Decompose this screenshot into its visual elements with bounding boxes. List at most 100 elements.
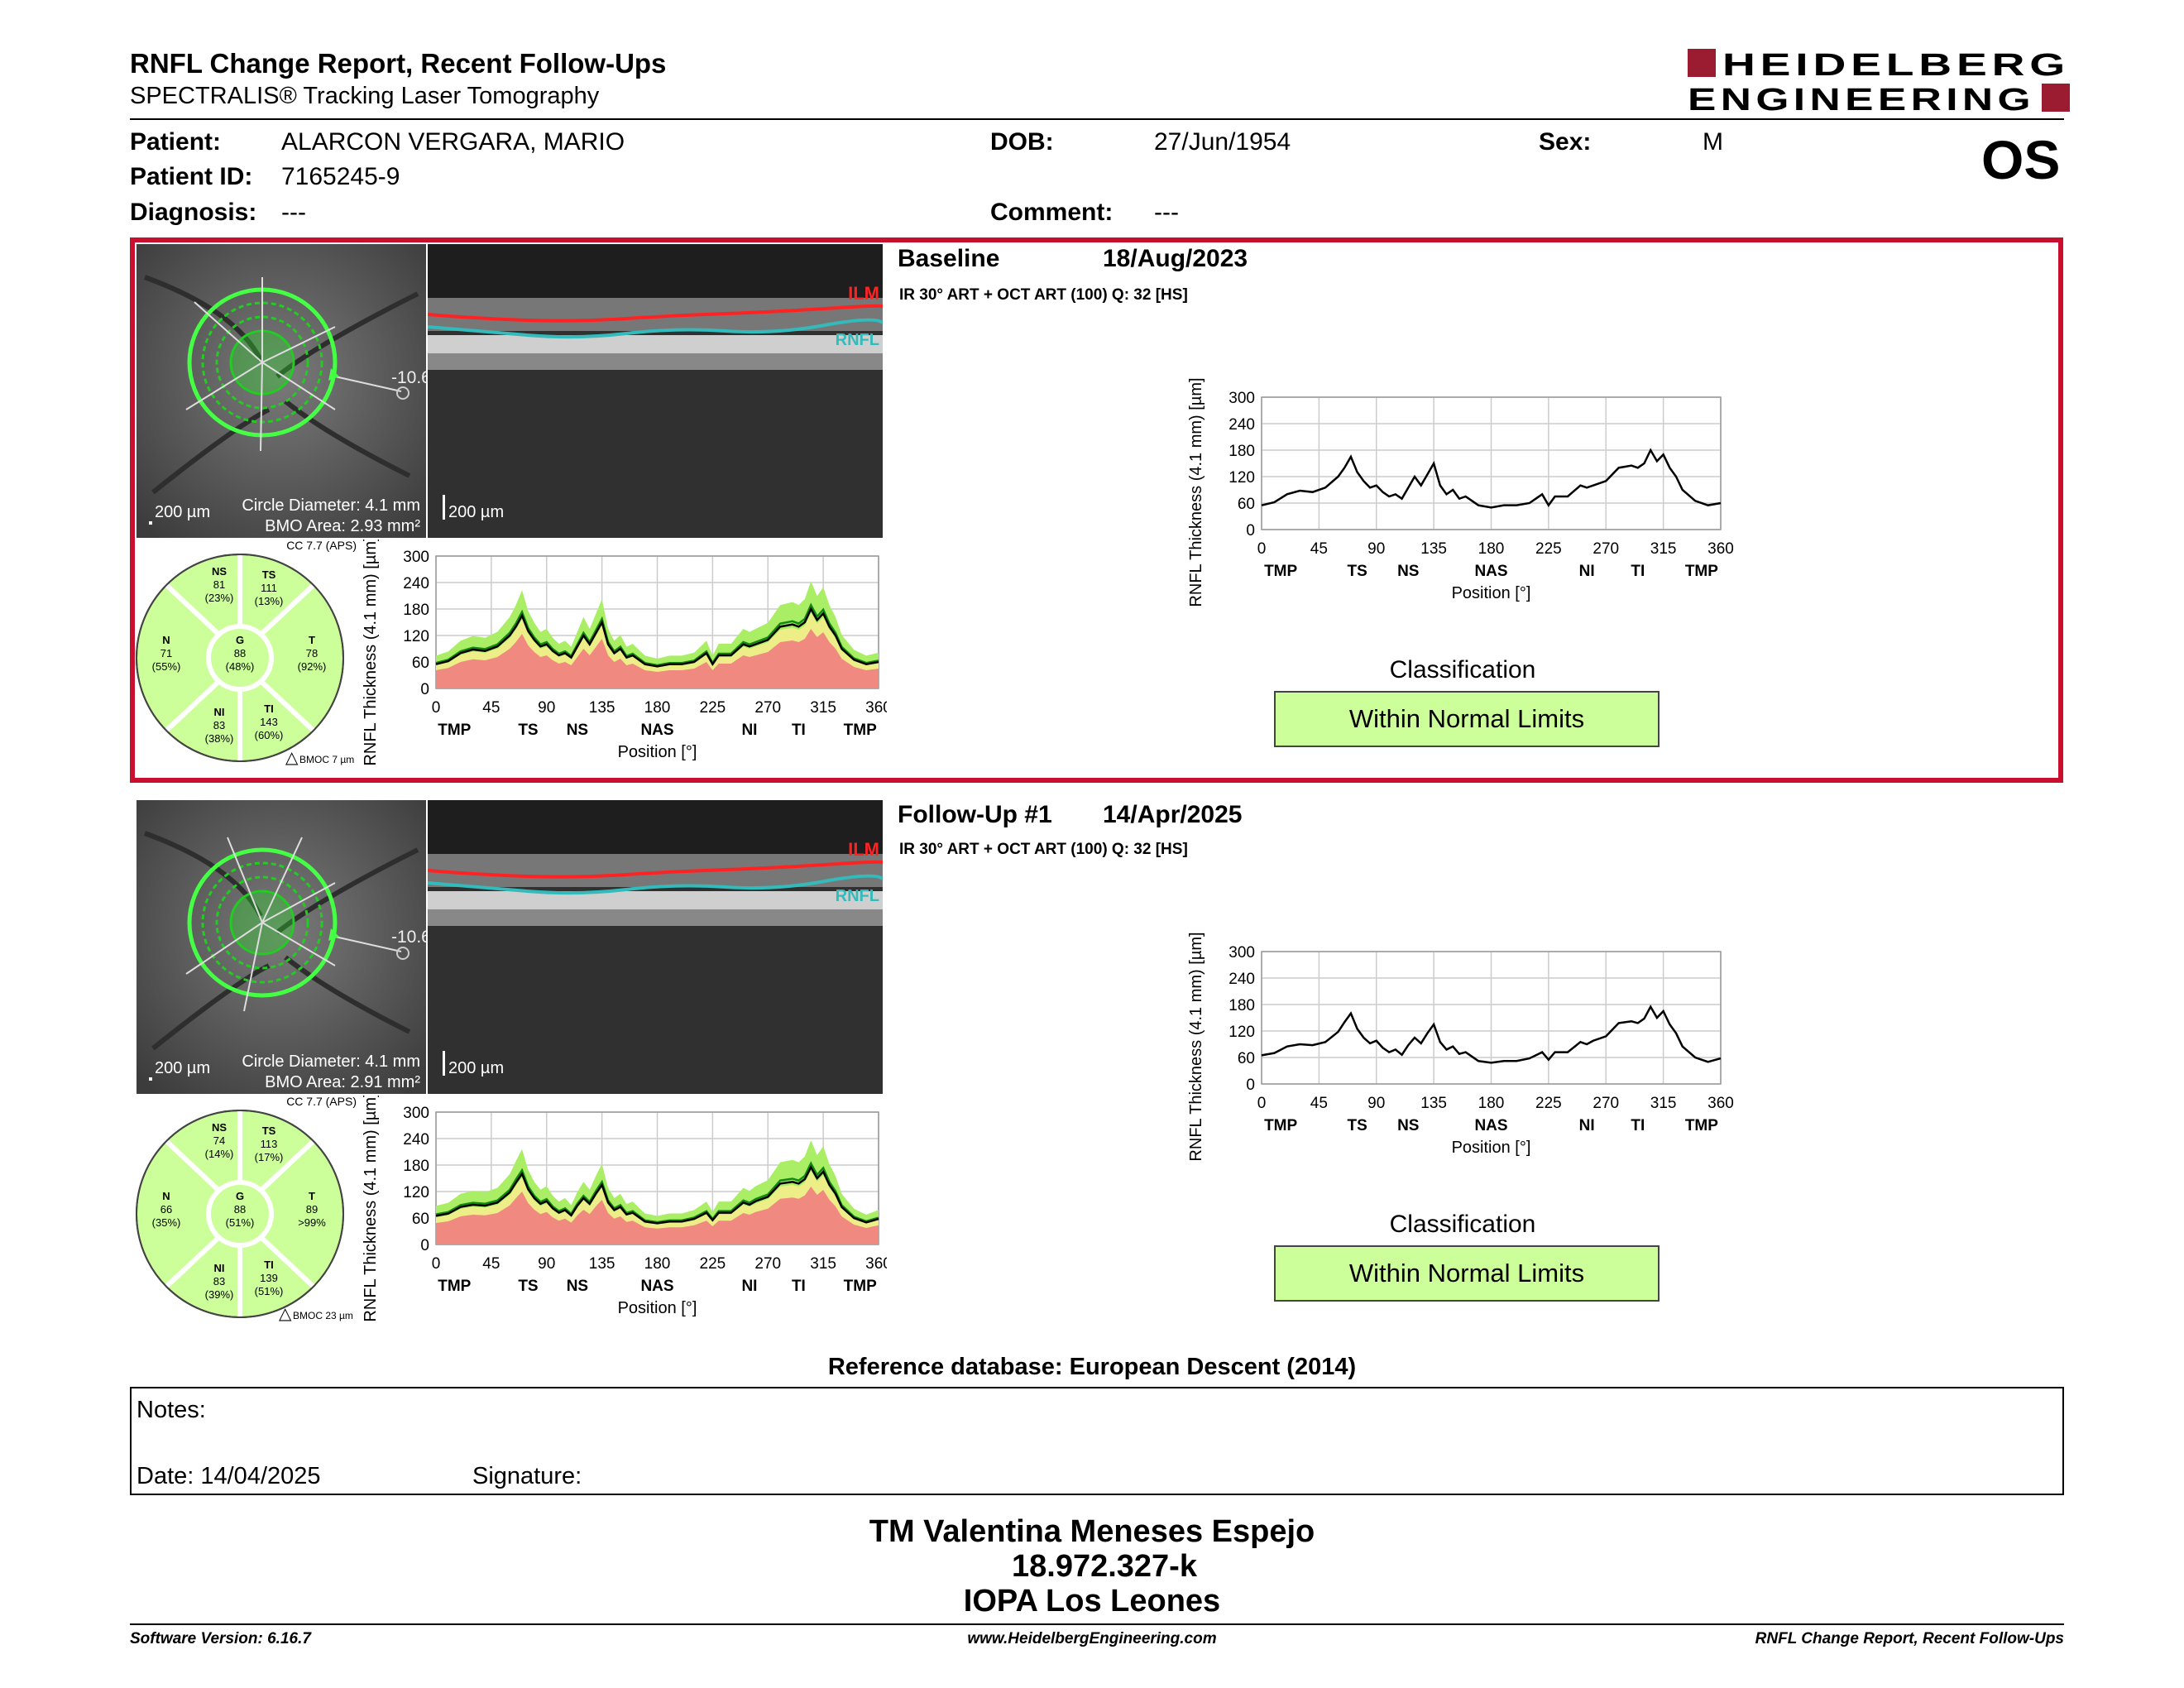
main-chart-followup-ytick: 180 <box>1228 997 1255 1014</box>
baseline-offset: -10.6 <box>391 368 426 387</box>
main-chart-followup-xtick: 360 <box>1707 1095 1734 1112</box>
baseline-circle-diameter: Circle Diameter: 4.1 mm <box>242 496 420 515</box>
small-chart-followup-ytick: 120 <box>403 1184 429 1201</box>
baseline-frame <box>130 237 2063 783</box>
small-chart-baseline-ytick: 300 <box>403 549 429 566</box>
baseline-params: IR 30° ART + OCT ART (100) Q: 32 [HS] <box>899 286 1188 304</box>
small-chart-followup-band-lower <box>436 1187 879 1244</box>
main-chart-baseline-xtick: 270 <box>1592 540 1619 558</box>
main-chart-baseline-plot-frame <box>1261 396 1722 530</box>
baseline-bscan-scale: 200 µm <box>448 503 504 521</box>
reference-database: Reference database: European Descent (20… <box>827 1354 1357 1380</box>
followup-ns-label: NS <box>212 1121 227 1134</box>
small-chart-followup-ytick: 300 <box>403 1105 429 1122</box>
main-chart-baseline-sector-label: TI <box>1631 563 1645 580</box>
small-chart-followup-xtick: 315 <box>810 1255 836 1273</box>
date-field: Date: 14/04/2025 <box>136 1463 321 1489</box>
main-chart-baseline-ytick: 120 <box>1228 469 1255 487</box>
baseline-rnfl-label: RNFL <box>836 331 879 349</box>
main-chart-followup-ytick: 300 <box>1228 944 1255 961</box>
notes-label: Notes: <box>136 1397 206 1423</box>
followup-ns-pct: (14%) <box>205 1148 234 1160</box>
followup-bmo-area: BMO Area: 2.91 mm² <box>265 1073 420 1091</box>
main-chart-baseline-ytick: 60 <box>1238 496 1255 513</box>
small-chart-baseline-xtick: 270 <box>754 699 781 717</box>
small-chart-baseline-ytick: 180 <box>403 602 429 619</box>
followup-g-label: G <box>236 1190 244 1202</box>
followup-g-pct: (51%) <box>226 1216 255 1229</box>
heidelberg-logo: HEIDELBERG ENGINEERING <box>1688 46 2072 117</box>
baseline-ns-pct: (23%) <box>205 592 234 604</box>
baseline-ts-label: TS <box>262 568 276 581</box>
main-chart-baseline-xtick: 180 <box>1478 540 1505 558</box>
sex-value: M <box>1703 128 1723 156</box>
small-chart-followup-ytick: 240 <box>403 1131 429 1149</box>
small-chart-followup-sector-label: TI <box>792 1278 806 1295</box>
baseline-cc: CC 7.7 (APS) <box>286 539 357 552</box>
main-chart-followup-xtick: 225 <box>1535 1095 1562 1112</box>
baseline-n-pct: (55%) <box>152 660 181 673</box>
small-chart-baseline-ytick: 0 <box>420 681 429 698</box>
followup-t-label: T <box>309 1190 315 1202</box>
baseline-t-pct: (92%) <box>298 660 327 673</box>
small-chart-followup-xtick: 0 <box>432 1255 441 1273</box>
main-chart-baseline-xtick: 0 <box>1257 540 1267 558</box>
baseline-bmoc: BMOC 7 µm <box>299 754 354 765</box>
baseline-n-label: N <box>162 634 170 646</box>
small-chart-followup-sector-label: TMP <box>438 1278 471 1295</box>
main-chart-baseline-xtick: 90 <box>1367 540 1385 558</box>
footer-report-name: RNFL Change Report, Recent Follow-Ups <box>1755 1630 2064 1647</box>
small-chart-baseline-xtick: 225 <box>700 699 726 717</box>
small-chart-followup-xtick: 360 <box>865 1255 887 1273</box>
main-chart-followup-sector-label: TS <box>1347 1117 1367 1134</box>
small-chart-baseline-xtick: 0 <box>432 699 441 717</box>
followup-ilm-label: ILM <box>848 839 879 860</box>
main-chart-followup-thickness-line <box>1261 1005 1722 1064</box>
main-chart-followup-sector-label: NS <box>1397 1117 1419 1134</box>
small-chart-followup-sector-label: NI <box>741 1278 757 1295</box>
main-chart-baseline-sector-label: NI <box>1579 563 1595 580</box>
followup-main-chart: 0 60 120 180 240 300 0 45 90 135 180 225 270 315 360 TM… <box>1175 931 1737 1179</box>
patient-name: ALARCON VERGARA, MARIO <box>281 128 625 156</box>
followup-n-label: N <box>162 1190 170 1202</box>
baseline-classification-badge: Within Normal Limits <box>1274 691 1660 747</box>
followup-t-value: 89 <box>306 1203 318 1216</box>
main-chart-baseline-sector-label: NS <box>1397 563 1419 580</box>
baseline-n-value: 71 <box>160 647 172 659</box>
followup-t-pct: >99% <box>298 1216 326 1229</box>
small-chart-baseline-xtick: 45 <box>482 699 500 717</box>
baseline-t-label: T <box>309 634 315 646</box>
logo-line1: HEIDELBERG <box>1722 48 2070 83</box>
small-chart-baseline-ylabel: RNFL Thickness (4.1 mm) [µm] <box>362 539 380 766</box>
baseline-sector-diagram: CC 7.7 (APS) NS 81 (23%) TS 111 (13%) N … <box>130 539 370 773</box>
small-chart-followup-ytick: 0 <box>420 1237 429 1254</box>
comment-value: --- <box>1154 199 1179 226</box>
main-chart-followup-ytick: 120 <box>1228 1024 1255 1041</box>
small-chart-baseline-xtick: 90 <box>538 699 555 717</box>
followup-circle-diameter: Circle Diameter: 4.1 mm <box>242 1053 420 1071</box>
footer-rule <box>130 1623 2064 1625</box>
main-chart-baseline-ytick: 180 <box>1228 443 1255 460</box>
followup-g-value: 88 <box>234 1203 246 1216</box>
main-chart-baseline-xtick: 360 <box>1707 540 1734 558</box>
baseline-ts-value: 111 <box>261 582 277 594</box>
main-chart-followup-ylabel: RNFL Thickness (4.1 mm) [µm] <box>1187 932 1205 1161</box>
followup-fundus-scale: 200 µm <box>155 1059 210 1077</box>
small-chart-baseline-xtick: 360 <box>865 699 887 717</box>
main-chart-followup-ytick: 240 <box>1228 971 1255 988</box>
notes-box[interactable]: Notes: Date: 14/04/2025 Signature: <box>130 1387 2064 1495</box>
small-chart-baseline-ytick: 120 <box>403 628 429 645</box>
patient-id-label: Patient ID: <box>130 163 253 190</box>
baseline-title: Baseline <box>898 245 1000 272</box>
small-chart-followup-xtick: 180 <box>644 1255 671 1273</box>
main-chart-followup-sector-label: NI <box>1579 1117 1595 1134</box>
followup-cc: CC 7.7 (APS) <box>286 1096 357 1108</box>
eye-indicator: OS <box>1981 129 2061 190</box>
baseline-fundus-image: -10.6 200 µm Circle Diameter: 4.1 mm BMO… <box>136 244 426 538</box>
baseline-fundus-scale: 200 µm <box>155 503 210 521</box>
main-chart-followup-xtick: 0 <box>1257 1095 1267 1112</box>
main-chart-followup-ytick: 60 <box>1238 1050 1255 1067</box>
report-title: RNFL Change Report, Recent Follow-Ups <box>130 48 667 79</box>
dob-label: DOB: <box>990 128 1054 156</box>
baseline-g-value: 88 <box>234 647 246 659</box>
